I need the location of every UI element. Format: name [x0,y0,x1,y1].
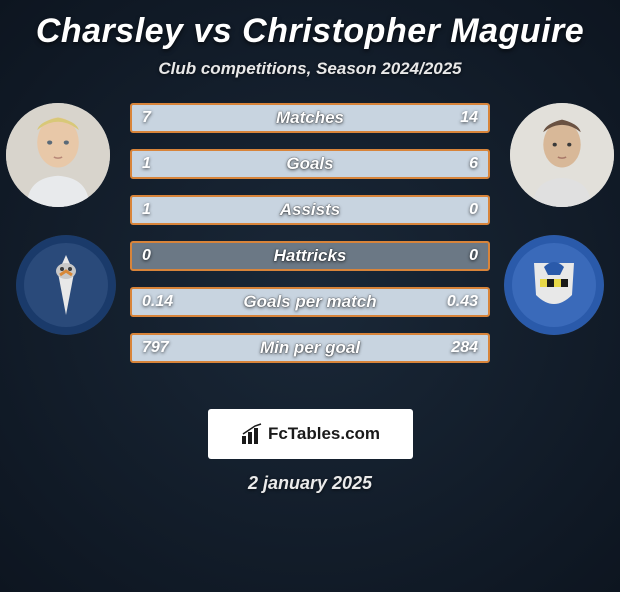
stat-row: 1 0Assists [130,195,490,225]
stat-value-right: 6 [459,151,488,177]
stat-value-right: 0 [459,197,488,223]
stat-label: Matches [132,105,488,131]
page-title: Charsley vs Christopher Maguire [0,12,620,51]
stat-value-right: 0.43 [437,289,488,315]
player-right-avatar [510,103,614,207]
stat-label: Min per goal [132,335,488,361]
stat-row: 797 284Min per goal [130,333,490,363]
comparison-panel: 714Matches16Goals10Assists00Hattricks0.1… [0,107,620,387]
stat-value-left: 0 [132,243,161,269]
subtitle: Club competitions, Season 2024/2025 [0,59,620,79]
stat-value-right: 14 [450,105,488,131]
stat-value-right: 0 [459,243,488,269]
chart-icon [240,422,264,446]
attribution-text: FcTables.com [268,424,380,444]
stat-value-left: 0.14 [132,289,183,315]
stat-value-left: 1 [132,151,161,177]
player-left-avatar [6,103,110,207]
generation-date: 2 january 2025 [0,473,620,494]
stat-value-left: 1 [132,197,161,223]
stat-label: Assists [132,197,488,223]
club-right-badge [504,235,604,335]
stat-value-left: 797 [132,335,179,361]
stat-row: 0.14 0.43Goals per match [130,287,490,317]
club-left-badge [16,235,116,335]
stat-value-right: 284 [441,335,488,361]
stat-row: 7 14Matches [130,103,490,133]
attribution-badge: FcTables.com [208,409,413,459]
stat-label: Hattricks [132,243,488,269]
stat-label: Goals per match [132,289,488,315]
stat-label: Goals [132,151,488,177]
stat-value-left: 7 [132,105,161,131]
stat-row: 0 0Hattricks [130,241,490,271]
stat-bars: 714Matches16Goals10Assists00Hattricks0.1… [130,103,490,379]
stat-row: 1 6Goals [130,149,490,179]
